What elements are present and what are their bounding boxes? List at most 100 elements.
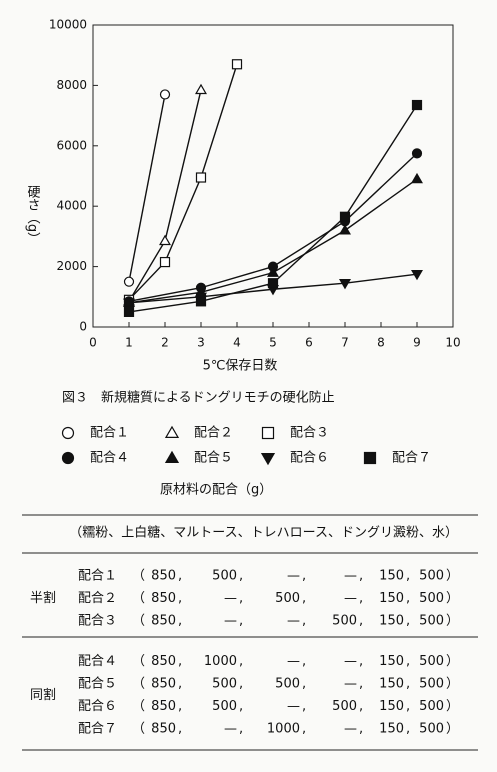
group-label: 同割 xyxy=(30,687,56,703)
row-label: 配合１ xyxy=(78,569,117,584)
separator: , xyxy=(406,722,410,737)
cell: — xyxy=(287,614,300,629)
separator: , xyxy=(406,677,410,692)
paren: ） xyxy=(446,614,459,629)
cell: 150 xyxy=(379,654,404,669)
x-tick-label: 10 xyxy=(445,336,460,350)
row-label: 配合５ xyxy=(78,677,117,692)
cell: — xyxy=(344,654,357,669)
cell: 500 xyxy=(212,677,237,692)
separator: , xyxy=(239,591,243,606)
row-label: 配合３ xyxy=(78,614,117,629)
legend-label: 配合３ xyxy=(290,426,329,441)
group-label: 半割 xyxy=(30,590,56,606)
paren: （ xyxy=(132,614,145,629)
paren: （ xyxy=(132,591,145,606)
cell: 500 xyxy=(419,569,444,584)
separator: , xyxy=(359,614,363,629)
cell: — xyxy=(287,699,300,714)
marker xyxy=(195,83,207,95)
cell: — xyxy=(344,722,357,737)
cell: — xyxy=(287,569,300,584)
marker xyxy=(159,234,171,246)
legend-symbol xyxy=(261,426,275,440)
cell: 500 xyxy=(212,699,237,714)
table-header: （糯粉、上白糖、マルトース、トレハロース、ドングリ澱粉、水） xyxy=(69,525,458,541)
legend-label: 配合２ xyxy=(194,426,233,441)
separator: , xyxy=(239,699,243,714)
separator: , xyxy=(239,677,243,692)
cell: 850 xyxy=(151,654,176,669)
separator: , xyxy=(359,654,363,669)
cell: — xyxy=(344,569,357,584)
separator: , xyxy=(359,699,363,714)
separator: , xyxy=(359,722,363,737)
marker xyxy=(159,256,171,268)
separator: , xyxy=(239,569,243,584)
separator: , xyxy=(302,722,306,737)
legend-label: 配合７ xyxy=(392,451,431,466)
paren: （ xyxy=(132,699,145,714)
separator: , xyxy=(178,654,182,669)
row-label: 配合６ xyxy=(78,699,117,714)
row-label: 配合２ xyxy=(78,591,117,606)
legend-symbol xyxy=(164,450,180,463)
legend-label: 配合５ xyxy=(194,451,233,466)
legend-symbol xyxy=(164,425,180,438)
separator: , xyxy=(178,569,182,584)
y-tick-label: 4000 xyxy=(56,199,87,213)
separator: , xyxy=(302,699,306,714)
cell: 150 xyxy=(379,677,404,692)
y-tick-label: 10000 xyxy=(49,18,87,32)
y-tick-label: 8000 xyxy=(56,78,87,92)
legend-symbol xyxy=(61,426,75,440)
cell: 500 xyxy=(332,614,357,629)
x-tick-label: 8 xyxy=(377,336,385,350)
legend-label: 配合１ xyxy=(90,426,129,441)
marker xyxy=(267,266,279,277)
separator: , xyxy=(178,677,182,692)
cell: — xyxy=(224,722,237,737)
x-tick-label: 4 xyxy=(233,336,241,350)
y-tick-label: 2000 xyxy=(56,259,87,273)
separator: , xyxy=(406,591,410,606)
cell: 1000 xyxy=(267,722,300,737)
x-tick-label: 1 xyxy=(125,336,133,350)
cell: 850 xyxy=(151,569,176,584)
series-line xyxy=(128,89,202,302)
separator: , xyxy=(359,677,363,692)
cell: 150 xyxy=(379,614,404,629)
marker xyxy=(411,269,423,281)
row-label: 配合４ xyxy=(78,654,117,669)
separator: , xyxy=(302,569,306,584)
table-title: 原材料の配合（g） xyxy=(160,483,272,498)
cell: 500 xyxy=(419,654,444,669)
marker xyxy=(339,279,351,290)
separator: , xyxy=(178,591,182,606)
paren: （ xyxy=(132,569,145,584)
cell: 500 xyxy=(419,591,444,606)
marker xyxy=(195,296,207,307)
series-line xyxy=(128,64,238,301)
caption: 図３ 新規糖質によるドングリモチの硬化防止 xyxy=(62,390,335,406)
cell: 500 xyxy=(275,591,300,606)
paren: ） xyxy=(446,677,459,692)
marker xyxy=(411,172,423,184)
x-tick-label: 9 xyxy=(413,336,421,350)
cell: 150 xyxy=(379,722,404,737)
x-tick-label: 5 xyxy=(269,336,277,350)
marker xyxy=(123,298,135,309)
series-line xyxy=(128,94,166,282)
marker xyxy=(195,172,207,183)
paren: ） xyxy=(446,569,459,584)
separator: , xyxy=(406,569,410,584)
cell: 500 xyxy=(275,677,300,692)
marker xyxy=(339,224,351,235)
cell: 850 xyxy=(151,699,176,714)
separator: , xyxy=(239,614,243,629)
separator: , xyxy=(239,722,243,737)
legend-symbol xyxy=(260,453,276,466)
x-tick-label: 2 xyxy=(161,336,169,350)
separator: , xyxy=(406,614,410,629)
